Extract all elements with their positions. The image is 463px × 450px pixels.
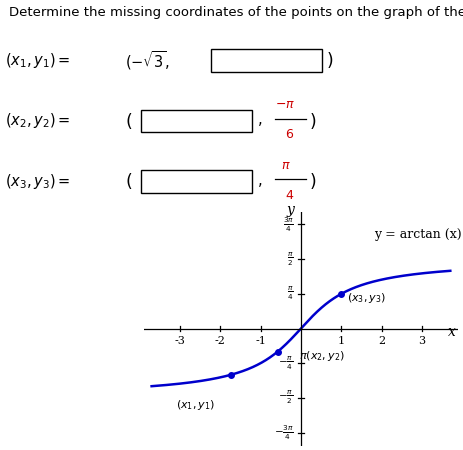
Text: $(x_1, y_1) =$: $(x_1, y_1) =$: [5, 51, 70, 70]
Text: $($: $($: [125, 111, 132, 131]
Text: $(x_3, y_3) =$: $(x_3, y_3) =$: [5, 172, 70, 191]
Text: y: y: [287, 202, 295, 217]
Text: -3: -3: [175, 337, 185, 347]
Text: $(-\sqrt{3},$: $(-\sqrt{3},$: [125, 49, 170, 72]
Text: -2: -2: [215, 337, 225, 347]
Text: $-\frac{3\pi}{4}$: $-\frac{3\pi}{4}$: [274, 423, 294, 442]
Text: $\frac{\pi}{4}$: $\frac{\pi}{4}$: [287, 285, 294, 302]
Text: $($: $($: [125, 171, 132, 191]
Text: $,$: $,$: [257, 113, 262, 128]
Text: $-\frac{\pi}{2}$: $-\frac{\pi}{2}$: [278, 389, 294, 406]
Text: $6$: $6$: [285, 129, 294, 141]
Text: 1: 1: [338, 337, 345, 347]
Text: $\frac{\pi}{2}$: $\frac{\pi}{2}$: [287, 251, 294, 268]
Text: $-\pi$: $-\pi$: [275, 98, 296, 111]
Text: $( x_1 , y_1 )$: $( x_1 , y_1 )$: [176, 398, 215, 412]
Text: y = arctan (x): y = arctan (x): [374, 228, 461, 241]
Text: x: x: [448, 325, 456, 339]
Text: $\frac{3\pi}{4}$: $\frac{3\pi}{4}$: [282, 215, 294, 234]
Text: -1: -1: [255, 337, 266, 347]
Text: $)$: $)$: [326, 50, 334, 71]
Text: $4$: $4$: [285, 189, 294, 202]
Text: $( x_3 , y_3 )$: $( x_3 , y_3 )$: [347, 291, 387, 305]
Text: 2: 2: [378, 337, 385, 347]
Text: $)$: $)$: [309, 111, 317, 131]
Bar: [141, 170, 252, 193]
Text: $,$: $,$: [257, 174, 262, 189]
Bar: [211, 49, 322, 72]
Text: $\pi$: $\pi$: [281, 159, 291, 172]
Text: Determine the missing coordinates of the points on the graph of the function.: Determine the missing coordinates of the…: [9, 6, 463, 19]
Text: $)$: $)$: [309, 171, 317, 191]
Text: $-\frac{\pi}{4}$: $-\frac{\pi}{4}$: [278, 355, 294, 372]
Text: 3: 3: [419, 337, 425, 347]
Text: $(x_2, y_2) =$: $(x_2, y_2) =$: [5, 112, 70, 130]
Bar: [141, 110, 252, 132]
Text: $\pi ( x_2 , y_2 )$: $\pi ( x_2 , y_2 )$: [299, 349, 345, 364]
